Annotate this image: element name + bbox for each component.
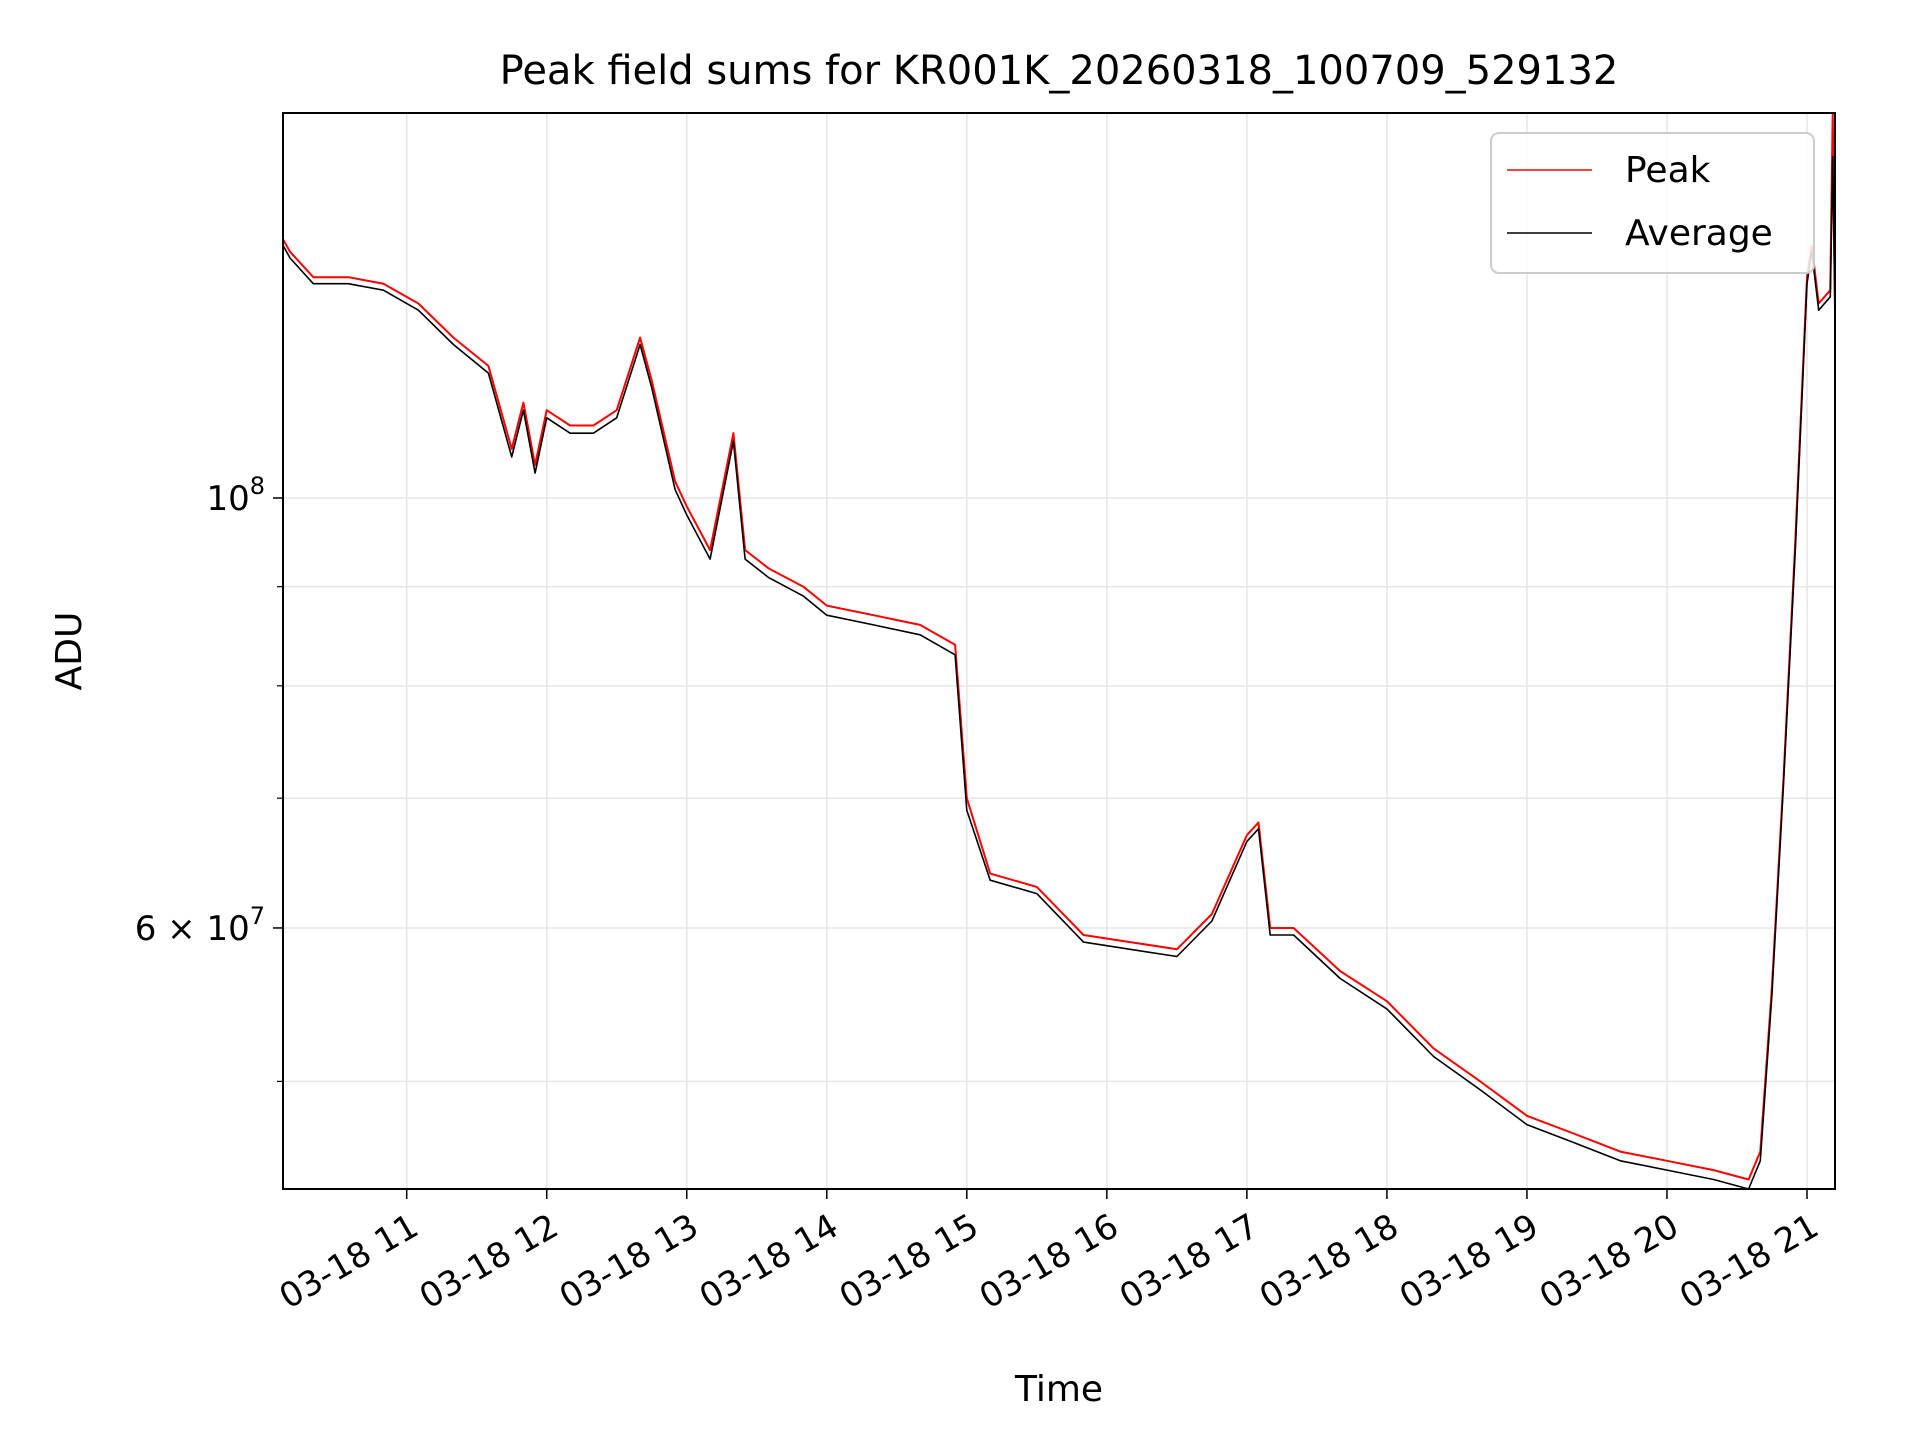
chart-title: Peak field sums for KR001K_20260318_1007… [500, 48, 1619, 94]
series-peak [282, 112, 1836, 1181]
y-tick-base: 10 [206, 479, 249, 519]
series-average [282, 155, 1836, 1190]
x-axis-label: Time [1014, 1369, 1103, 1410]
series-layer [282, 112, 1836, 1190]
y-tick-exponent: 8 [250, 472, 265, 500]
legend-label-average: Average [1625, 213, 1773, 254]
plot-frame [282, 112, 1836, 1190]
y-tick-label: 108 [206, 472, 265, 519]
y-tick-label: 6 × 107 [135, 902, 265, 949]
y-tick-exponent: 7 [250, 902, 265, 930]
y-axis-label: ADU [49, 612, 90, 691]
grid [283, 113, 1835, 1189]
legend-box [1490, 132, 1815, 274]
legend-label-peak: Peak [1625, 150, 1711, 191]
legend: Peak Average [1490, 132, 1815, 274]
y-ticks: 108 6 × 107 [135, 472, 283, 1083]
y-tick-base: 6 × 10 [135, 909, 250, 949]
